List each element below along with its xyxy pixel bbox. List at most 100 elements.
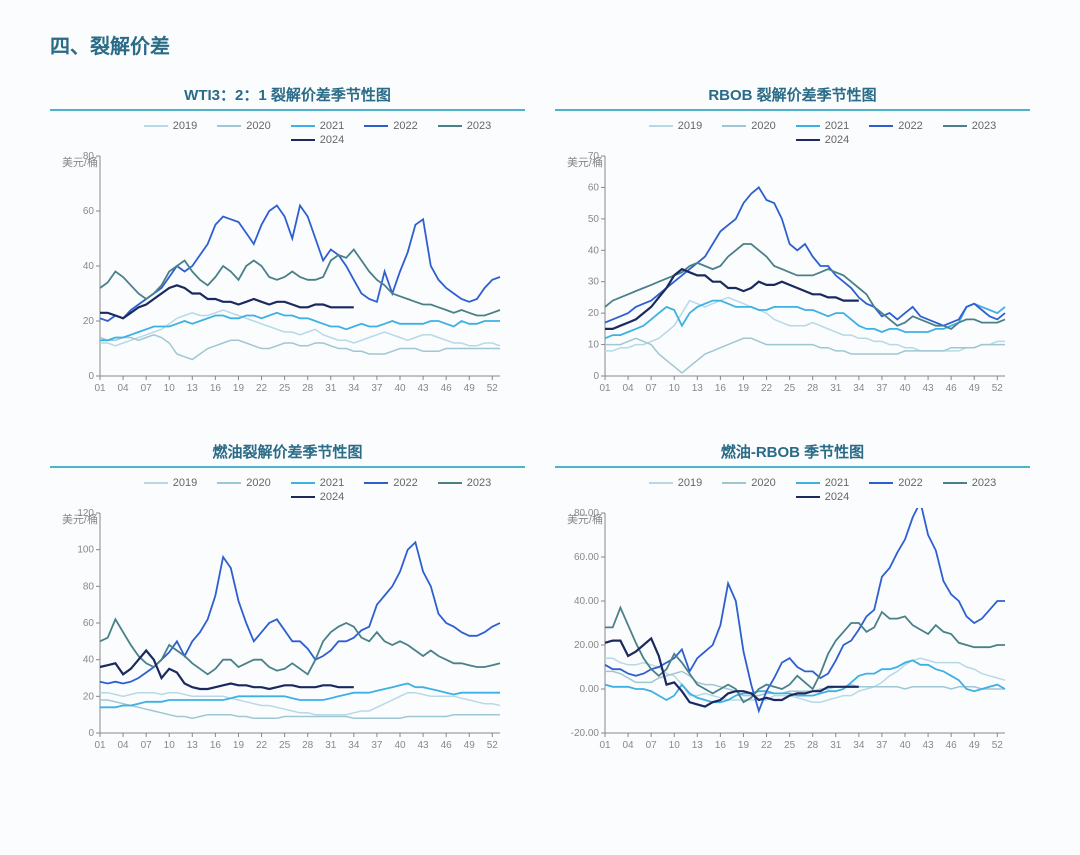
xtick-label: 22 <box>256 740 268 751</box>
xtick-label: 19 <box>738 740 750 751</box>
legend-swatch <box>649 482 673 484</box>
legend-item: 2020 <box>217 120 270 132</box>
chart-title: WTI3：2：1 裂解价差季节性图 <box>50 84 525 105</box>
legend-swatch <box>364 482 388 484</box>
xtick-label: 22 <box>761 740 773 751</box>
legend-item: 2022 <box>364 120 417 132</box>
xtick-label: 46 <box>441 383 453 394</box>
legend-swatch <box>869 125 893 127</box>
legend-item: 2022 <box>869 120 922 132</box>
xtick-label: 43 <box>923 740 935 751</box>
ytick-label: 40 <box>83 261 95 272</box>
series-line-y2022 <box>605 187 1005 325</box>
xtick-label: 07 <box>646 740 658 751</box>
legend-label: 2019 <box>678 120 702 132</box>
xtick-label: 19 <box>738 383 750 394</box>
xtick-label: 01 <box>599 740 611 751</box>
title-underline <box>50 466 525 468</box>
series-line-y2019 <box>100 310 500 346</box>
xtick-label: 25 <box>279 383 291 394</box>
legend-item: 2024 <box>291 491 344 503</box>
legend-label: 2022 <box>898 120 922 132</box>
legend-label: 2022 <box>898 477 922 489</box>
ytick-label: 60.00 <box>574 552 599 563</box>
xtick-label: 28 <box>302 383 314 394</box>
legend-swatch <box>291 496 315 498</box>
ytick-label: 30 <box>588 277 600 288</box>
xtick-label: 10 <box>669 740 681 751</box>
xtick-label: 04 <box>623 740 635 751</box>
legend-item: 2023 <box>438 477 491 489</box>
xtick-label: 25 <box>784 740 796 751</box>
xtick-label: 28 <box>807 383 819 394</box>
legend-label: 2024 <box>825 491 849 503</box>
legend-label: 2021 <box>825 477 849 489</box>
legend-label: 2024 <box>320 134 344 146</box>
legend-swatch <box>291 125 315 127</box>
xtick-label: 13 <box>692 383 704 394</box>
xtick-label: 49 <box>464 740 476 751</box>
legend-swatch <box>364 125 388 127</box>
legend-swatch <box>722 125 746 127</box>
ytick-label: 40 <box>83 655 95 666</box>
ytick-label: 60 <box>83 618 95 629</box>
xtick-label: 40 <box>394 383 406 394</box>
xtick-label: 31 <box>325 383 337 394</box>
xtick-label: 07 <box>141 740 153 751</box>
legend-swatch <box>796 496 820 498</box>
ytick-label: 0.00 <box>580 684 600 695</box>
chart-title: RBOB 裂解价差季节性图 <box>555 84 1030 105</box>
xtick-label: 19 <box>233 383 245 394</box>
legend-label: 2023 <box>467 120 491 132</box>
ytick-label: 70 <box>588 151 600 162</box>
title-underline <box>50 109 525 111</box>
legend-item: 2024 <box>796 491 849 503</box>
series-line-y2022 <box>100 206 500 322</box>
xtick-label: 34 <box>348 383 360 394</box>
legend-label: 2020 <box>246 120 270 132</box>
legend: 201920202021202220232024 <box>555 119 1030 147</box>
chart-title: 燃油裂解价差季节性图 <box>50 441 525 462</box>
legend-item: 2023 <box>943 477 996 489</box>
series-line-y2020 <box>605 338 1005 373</box>
chart-svg: 美元/桶010203040506070010407101316192225283… <box>555 151 1015 401</box>
xtick-label: 52 <box>992 383 1004 394</box>
legend-swatch <box>291 139 315 141</box>
xtick-label: 04 <box>118 383 130 394</box>
ytick-label: 0 <box>88 728 94 739</box>
xtick-label: 22 <box>256 383 268 394</box>
legend-item: 2021 <box>796 120 849 132</box>
series-line-y2023 <box>100 619 500 674</box>
legend-swatch <box>943 482 967 484</box>
legend-label: 2023 <box>972 477 996 489</box>
xtick-label: 19 <box>233 740 245 751</box>
xtick-label: 16 <box>715 740 727 751</box>
legend-label: 2022 <box>393 120 417 132</box>
series-line-y2023 <box>605 244 1005 329</box>
legend-swatch <box>649 125 673 127</box>
xtick-label: 01 <box>94 383 106 394</box>
legend-swatch <box>869 482 893 484</box>
chart-panel: 燃油裂解价差季节性图201920202021202220232024美元/桶02… <box>50 441 525 758</box>
legend-item: 2024 <box>796 134 849 146</box>
xtick-label: 34 <box>853 740 865 751</box>
xtick-label: 16 <box>210 740 222 751</box>
legend-swatch <box>217 482 241 484</box>
ytick-label: 0 <box>88 371 94 382</box>
xtick-label: 52 <box>487 383 499 394</box>
xtick-label: 49 <box>969 383 981 394</box>
xtick-label: 31 <box>325 740 337 751</box>
ytick-label: 40 <box>588 245 600 256</box>
xtick-label: 13 <box>187 740 199 751</box>
legend-item: 2020 <box>217 477 270 489</box>
legend-item: 2021 <box>291 120 344 132</box>
xtick-label: 10 <box>164 740 176 751</box>
legend: 201920202021202220232024 <box>555 476 1030 504</box>
legend-item: 2024 <box>291 134 344 146</box>
legend-swatch <box>796 139 820 141</box>
legend-label: 2023 <box>467 477 491 489</box>
xtick-label: 37 <box>876 740 888 751</box>
legend-label: 2022 <box>393 477 417 489</box>
ytick-label: 60 <box>588 182 600 193</box>
ytick-label: 100 <box>77 545 94 556</box>
